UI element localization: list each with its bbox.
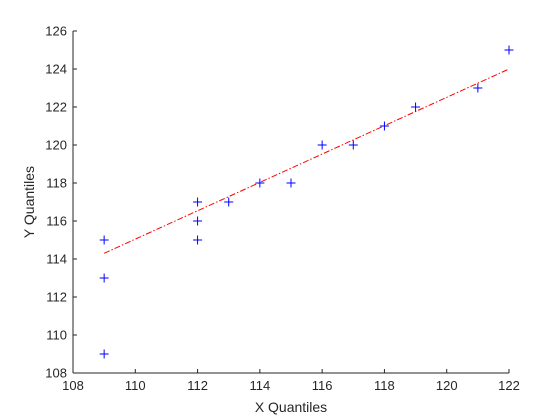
x-tick-label: 118 — [374, 378, 395, 393]
y-tick-label: 126 — [45, 24, 67, 39]
data-point-marker — [379, 121, 389, 131]
data-point-marker — [193, 235, 203, 245]
data-point-marker — [193, 197, 203, 207]
data-point-marker — [473, 83, 483, 93]
data-point-marker — [193, 216, 203, 226]
data-point-marker — [255, 178, 265, 188]
x-tick-label: 120 — [436, 378, 458, 393]
y-tick-label: 120 — [45, 138, 67, 153]
x-tick-label: 122 — [498, 378, 520, 393]
data-point-marker — [317, 140, 327, 150]
reference-line — [103, 68, 510, 254]
data-point-marker — [99, 235, 109, 245]
y-tick-label: 122 — [45, 100, 67, 115]
axes — [72, 31, 509, 374]
y-ticks: 108 110 112 114 116 118 120 122 124 126 — [45, 24, 77, 381]
data-point-marker — [99, 273, 109, 283]
x-tick-label: 112 — [187, 378, 208, 393]
x-tick-label: 116 — [312, 378, 333, 393]
y-tick-label: 112 — [46, 290, 67, 305]
y-tick-label: 116 — [46, 214, 67, 229]
data-point-marker — [224, 197, 234, 207]
plot-area — [73, 31, 509, 373]
x-ticks: 108 110 112 114 116 118 120 122 — [62, 369, 520, 393]
data-point-marker — [504, 45, 514, 55]
y-tick-label: 124 — [45, 62, 67, 77]
x-tick-label: 108 — [62, 378, 84, 393]
data-point-marker — [99, 349, 109, 359]
y-axis-label: Y Quantiles — [21, 166, 37, 238]
y-tick-label: 110 — [46, 328, 67, 343]
x-axis-label: X Quantiles — [255, 399, 327, 415]
y-tick-label: 114 — [46, 252, 67, 267]
y-tick-label: 118 — [46, 176, 67, 191]
data-point-marker — [411, 102, 421, 112]
y-tick-label: 108 — [45, 366, 67, 381]
data-point-marker — [348, 140, 358, 150]
data-marks — [99, 45, 514, 359]
data-point-marker — [286, 178, 296, 188]
x-tick-label: 114 — [249, 378, 270, 393]
x-tick-label: 110 — [125, 378, 146, 393]
